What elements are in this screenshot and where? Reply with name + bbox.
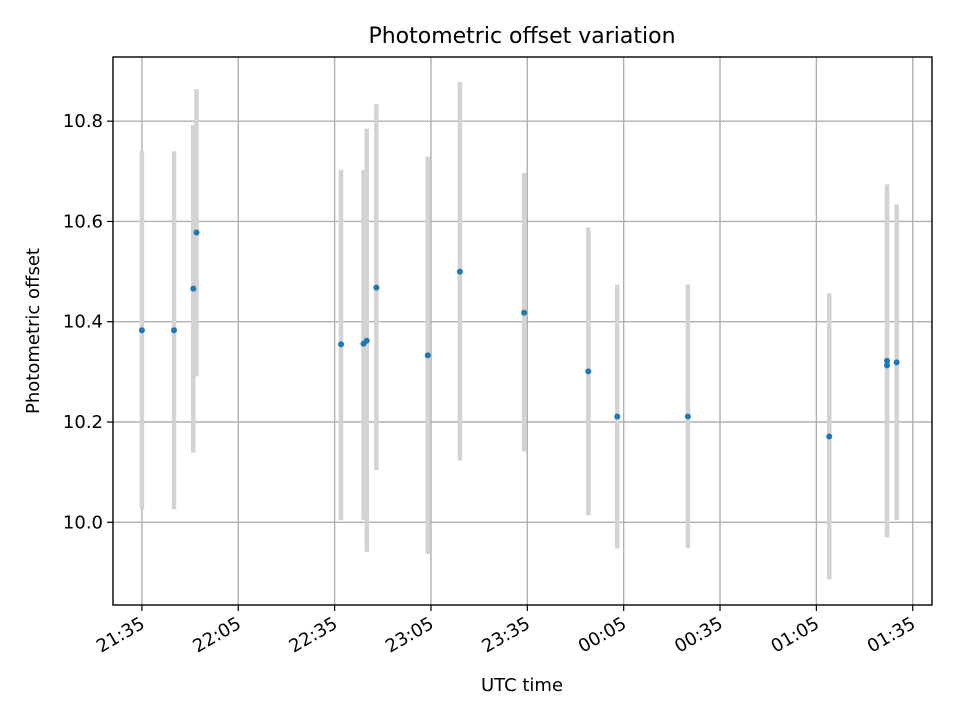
- x-tick-label-0: 21:35: [93, 613, 148, 657]
- chart-title: Photometric offset variation: [368, 24, 675, 49]
- data-point-0: [138, 327, 145, 334]
- data-point-17: [893, 359, 900, 366]
- data-point-4: [338, 341, 345, 348]
- x-tick-label-2: 22:35: [286, 613, 341, 657]
- y-axis-label: Photometric offset: [23, 248, 44, 414]
- plot-frame: [112, 56, 933, 606]
- x-axis-ticks: 21:35 22:05 22:35 23:05 23:35 00:05 00:35 01:05…: [93, 605, 919, 657]
- data-point-11: [585, 368, 592, 375]
- data-point-8: [424, 352, 431, 359]
- data-point-1: [171, 327, 178, 334]
- y-axis-ticks: 10.0 10.2 10.4 10.6 10.8: [63, 111, 113, 533]
- data-point-7: [373, 284, 380, 291]
- data-point-12: [614, 413, 621, 420]
- data-point-2: [190, 285, 197, 292]
- data-points: [138, 229, 900, 440]
- y-tick-label-3: 10.6: [63, 211, 103, 232]
- x-axis-label: UTC time: [481, 675, 563, 696]
- data-point-14: [826, 433, 833, 440]
- data-point-13: [684, 413, 691, 420]
- data-point-10: [521, 309, 528, 316]
- data-point-15: [884, 362, 891, 369]
- x-tick-label-4: 23:35: [478, 613, 533, 657]
- x-tick-label-3: 23:05: [382, 613, 437, 657]
- y-tick-label-4: 10.8: [63, 111, 103, 132]
- data-point-16: [884, 357, 891, 364]
- x-tick-label-1: 22:05: [189, 613, 244, 657]
- x-tick-label-5: 00:05: [575, 613, 630, 657]
- y-tick-label-0: 10.0: [63, 512, 103, 533]
- y-tick-label-2: 10.4: [63, 312, 103, 333]
- x-tick-label-7: 01:05: [767, 613, 822, 657]
- data-point-9: [456, 268, 463, 275]
- data-point-3: [193, 229, 200, 236]
- x-tick-label-8: 01:35: [864, 613, 919, 657]
- y-tick-label-1: 10.2: [63, 412, 103, 433]
- data-point-6: [363, 337, 370, 344]
- x-tick-label-6: 00:35: [671, 613, 726, 657]
- error-bars: [139, 82, 899, 580]
